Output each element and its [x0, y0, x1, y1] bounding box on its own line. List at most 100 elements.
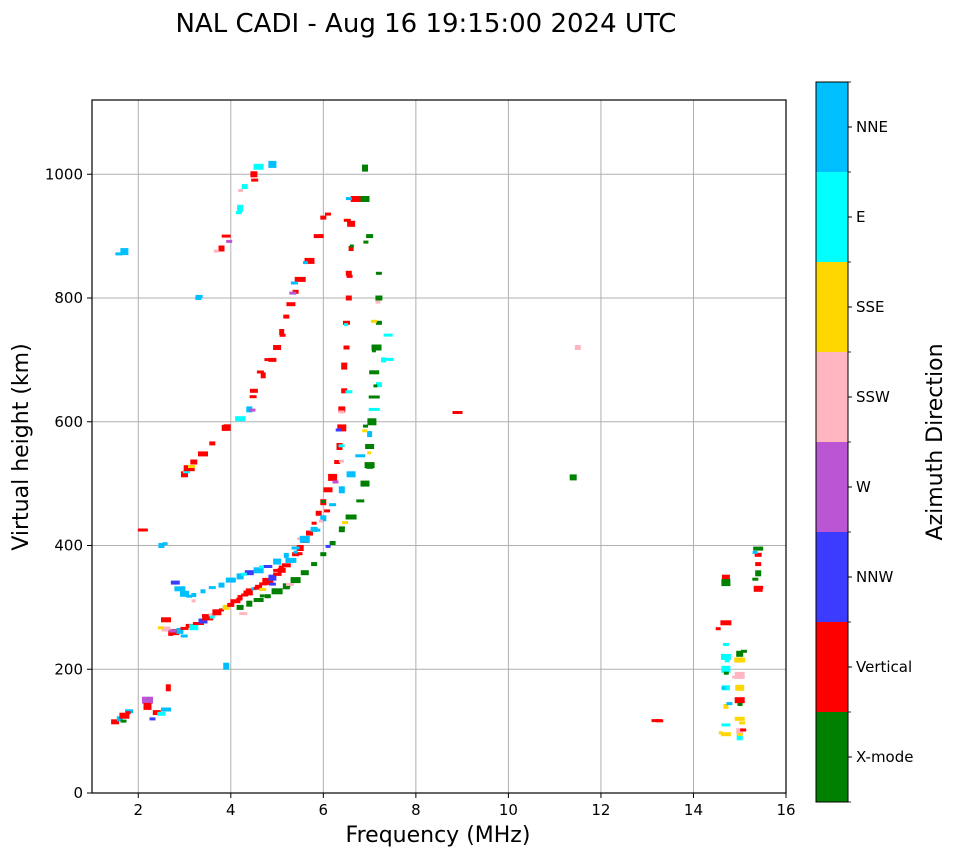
data-point: [367, 431, 373, 438]
data-point: [273, 345, 282, 350]
data-point: [356, 499, 365, 503]
data-point: [296, 545, 304, 551]
data-point: [328, 473, 338, 481]
data-point: [142, 696, 153, 704]
data-point: [303, 261, 308, 265]
data-point: [346, 274, 353, 278]
data-point: [349, 244, 354, 248]
data-point: [180, 626, 189, 630]
data-points: [111, 160, 764, 741]
data-point: [323, 487, 333, 493]
data-point: [253, 586, 262, 590]
data-point: [360, 196, 370, 202]
data-point: [350, 196, 361, 202]
data-point: [235, 211, 242, 215]
data-point: [268, 574, 277, 581]
data-point: [293, 550, 298, 554]
data-point: [249, 388, 258, 393]
data-point: [278, 565, 284, 569]
data-point: [365, 444, 375, 449]
data-point: [274, 572, 282, 576]
data-point: [344, 323, 349, 327]
data-point: [373, 384, 378, 388]
data-point: [238, 189, 244, 193]
data-point: [227, 578, 235, 582]
data-point: [223, 424, 231, 428]
data-point: [260, 372, 266, 379]
data-point: [289, 291, 297, 295]
data-point: [279, 333, 286, 337]
data-point: [219, 608, 224, 612]
data-point: [338, 526, 345, 530]
data-point: [736, 728, 744, 735]
data-point: [375, 271, 382, 275]
data-point: [291, 546, 300, 550]
y-axis-label: Virtual height (km): [9, 343, 34, 550]
data-point: [325, 544, 331, 548]
colorbar: X-mode Vertical NNW W SSW SSE E NNE: [815, 81, 913, 803]
data-point: [285, 557, 297, 563]
data-point: [347, 220, 356, 227]
data-point: [366, 465, 374, 469]
data-point: [367, 418, 377, 426]
data-point: [722, 643, 729, 646]
data-point: [341, 362, 348, 370]
data-point: [191, 593, 197, 597]
data-point: [314, 528, 321, 532]
colorbar-label: X-mode: [856, 748, 913, 766]
y-tick-label: 0: [73, 784, 83, 802]
data-point: [370, 319, 377, 323]
data-point: [161, 626, 171, 632]
colorbar-label: SSE: [856, 298, 885, 316]
data-point: [355, 454, 366, 458]
data-point: [320, 500, 326, 503]
data-point: [318, 519, 323, 523]
data-point: [363, 240, 369, 244]
data-point: [740, 649, 747, 653]
data-point: [200, 589, 206, 594]
data-point: [125, 711, 131, 715]
data-point: [223, 662, 230, 670]
data-point: [149, 717, 156, 721]
data-point: [360, 480, 370, 487]
data-point: [338, 486, 345, 494]
data-point: [300, 570, 309, 576]
data-point: [255, 584, 263, 588]
data-point: [174, 586, 186, 592]
data-point: [383, 333, 393, 337]
data-point: [311, 521, 317, 525]
data-point: [286, 302, 296, 307]
x-tick-label: 12: [591, 801, 610, 819]
data-point: [368, 407, 380, 411]
data-point: [342, 521, 349, 525]
data-point: [329, 503, 337, 507]
data-point: [246, 406, 253, 413]
data-point: [345, 295, 352, 301]
data-point: [191, 599, 196, 603]
data-point: [195, 296, 202, 300]
data-point: [341, 388, 348, 394]
data-point: [271, 588, 283, 595]
data-point: [343, 345, 350, 350]
data-point: [375, 300, 381, 304]
data-point: [385, 357, 394, 361]
data-point: [755, 570, 762, 577]
data-point: [452, 411, 463, 414]
colorbar-frame: [815, 81, 849, 803]
data-point: [256, 370, 264, 374]
data-point: [726, 702, 733, 706]
colorbar-label: E: [856, 208, 865, 226]
data-point: [241, 593, 249, 597]
y-tick-label: 600: [54, 413, 83, 431]
data-point: [264, 594, 271, 599]
data-point: [186, 594, 193, 598]
data-point: [212, 609, 222, 616]
data-point: [740, 728, 747, 732]
data-point: [253, 567, 264, 574]
data-point: [249, 408, 256, 412]
x-tick-label: 14: [684, 801, 703, 819]
data-point: [236, 597, 243, 601]
data-point: [277, 567, 286, 573]
data-point: [250, 171, 258, 178]
